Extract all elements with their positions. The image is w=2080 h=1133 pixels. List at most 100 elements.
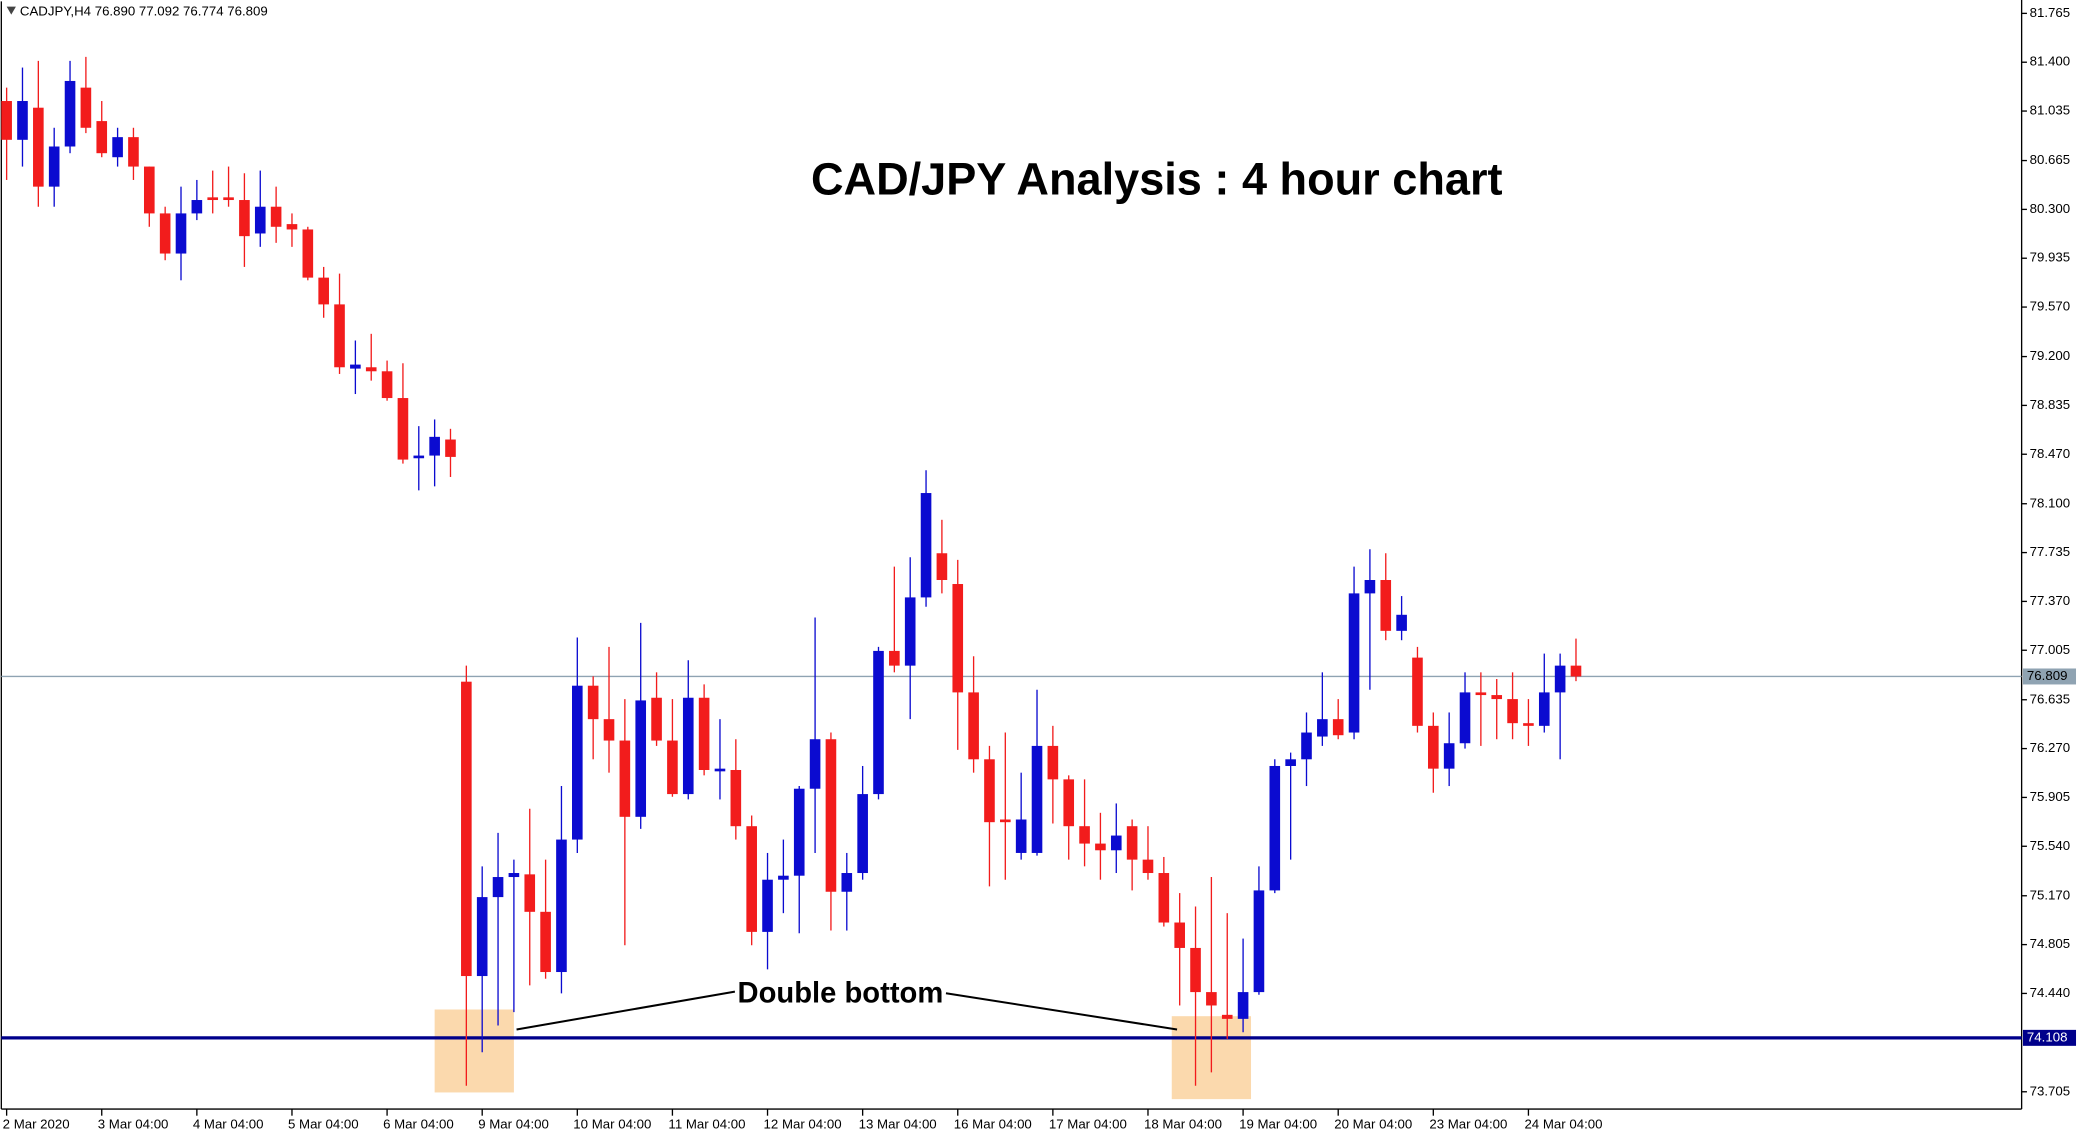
candle-body (904, 597, 916, 666)
x-tick-label: 5 Mar 04:00 (288, 1117, 359, 1132)
x-tick-label: 11 Mar 04:00 (668, 1117, 745, 1132)
candle-body (302, 229, 314, 278)
candle-body (270, 206, 282, 227)
candle-body (524, 874, 536, 912)
x-tick-label: 23 Mar 04:00 (1429, 1117, 1507, 1132)
price-level-label: 74.108 (2027, 1029, 2068, 1044)
candle-body (714, 768, 726, 772)
y-tick-label: 78.835 (2030, 397, 2071, 412)
x-tick-label: 4 Mar 04:00 (193, 1117, 264, 1132)
candle-body (1221, 1014, 1233, 1019)
y-tick-label: 75.170 (2030, 887, 2071, 902)
y-tick-label: 78.100 (2030, 495, 2071, 510)
candle-body (33, 107, 44, 187)
candle-body (1459, 692, 1471, 744)
y-tick-label: 76.270 (2030, 740, 2071, 755)
x-tick-label: 2 Mar 2020 (3, 1117, 70, 1132)
candle-body (191, 200, 203, 214)
price-level-tag (2022, 1029, 2077, 1046)
candle-body (873, 650, 884, 795)
candle-body (968, 692, 979, 760)
candle-body (857, 794, 868, 874)
candle-body (1523, 723, 1534, 726)
candle-body (920, 493, 932, 598)
x-tick-label: 13 Mar 04:00 (859, 1117, 937, 1132)
x-tick-label: 19 Mar 04:00 (1239, 1117, 1317, 1132)
candle-body (1396, 614, 1407, 631)
candle-body (1507, 699, 1518, 724)
candle-body (1015, 819, 1027, 853)
candle-body (1063, 779, 1075, 827)
candle-body (159, 213, 171, 254)
candle-body (1364, 580, 1376, 594)
candle-body (952, 584, 964, 693)
candle-body (1253, 890, 1265, 993)
y-tick-label: 73.705 (2030, 1083, 2071, 1098)
candle-body (635, 700, 647, 817)
chart-title: CAD/JPY Analysis : 4 hour chart (811, 153, 1503, 204)
candle-body (508, 873, 520, 878)
candle-body (651, 697, 662, 741)
y-tick-label: 80.300 (2030, 201, 2071, 216)
candle-body (1110, 835, 1122, 851)
candle-body (207, 197, 219, 201)
y-tick-label: 77.735 (2030, 544, 2071, 559)
y-tick-label: 77.370 (2030, 593, 2071, 608)
x-tick-label: 3 Mar 04:00 (98, 1117, 169, 1132)
candle-body (1412, 657, 1423, 726)
candle-body (64, 80, 76, 147)
candle-body (1000, 819, 1011, 823)
annotation-connector (516, 990, 736, 1031)
candle-body (350, 364, 361, 369)
candle-body (825, 739, 837, 892)
y-tick-label: 75.905 (2030, 789, 2071, 804)
candle-body (1174, 922, 1185, 948)
candle-body (793, 788, 805, 876)
candle-body (778, 875, 789, 880)
candle-body (1031, 745, 1043, 853)
candle-body (365, 367, 377, 372)
candle-body (1095, 843, 1106, 851)
candle-body (587, 685, 599, 720)
candle-body (1, 101, 12, 140)
candle-body (96, 121, 108, 154)
y-tick-label: 81.035 (2030, 103, 2071, 118)
candle-body (698, 697, 710, 770)
candle-body (1126, 826, 1138, 860)
y-tick-label: 74.805 (2030, 936, 2071, 951)
candle-body (556, 839, 567, 973)
y-tick-label: 81.400 (2030, 54, 2071, 69)
candle-body (762, 879, 773, 932)
candle-body (984, 759, 995, 823)
candle-body (889, 650, 900, 666)
candle-body (397, 398, 409, 460)
candle-body (730, 769, 742, 827)
info-icon (6, 6, 16, 15)
y-tick-label: 78.470 (2030, 446, 2071, 461)
candle-body (1317, 719, 1328, 737)
y-tick-label: 79.200 (2030, 348, 2071, 363)
candle-body (239, 200, 250, 237)
candle-body (1158, 873, 1170, 923)
y-tick-label: 80.665 (2030, 152, 2071, 167)
candle-body (540, 911, 551, 973)
x-tick-label: 24 Mar 04:00 (1524, 1117, 1602, 1132)
y-tick-label: 79.935 (2030, 250, 2071, 265)
candle-body (175, 213, 187, 254)
annotation-connector (945, 992, 1178, 1031)
annotation: Double bottom (738, 977, 944, 1009)
price-level-tag (2022, 668, 2077, 685)
candle-body (1142, 859, 1154, 874)
candle-body (286, 224, 298, 230)
candle-body (445, 439, 456, 457)
candle-body (128, 137, 139, 167)
candle-body (936, 553, 948, 581)
x-tick-label: 10 Mar 04:00 (573, 1117, 651, 1132)
candle-body (1332, 719, 1344, 736)
candle-body (667, 740, 678, 795)
candle-body (1380, 580, 1392, 631)
x-tick-label: 20 Mar 04:00 (1334, 1117, 1412, 1132)
y-tick-label: 79.570 (2030, 299, 2071, 314)
price-level-label: 76.809 (2027, 668, 2068, 683)
